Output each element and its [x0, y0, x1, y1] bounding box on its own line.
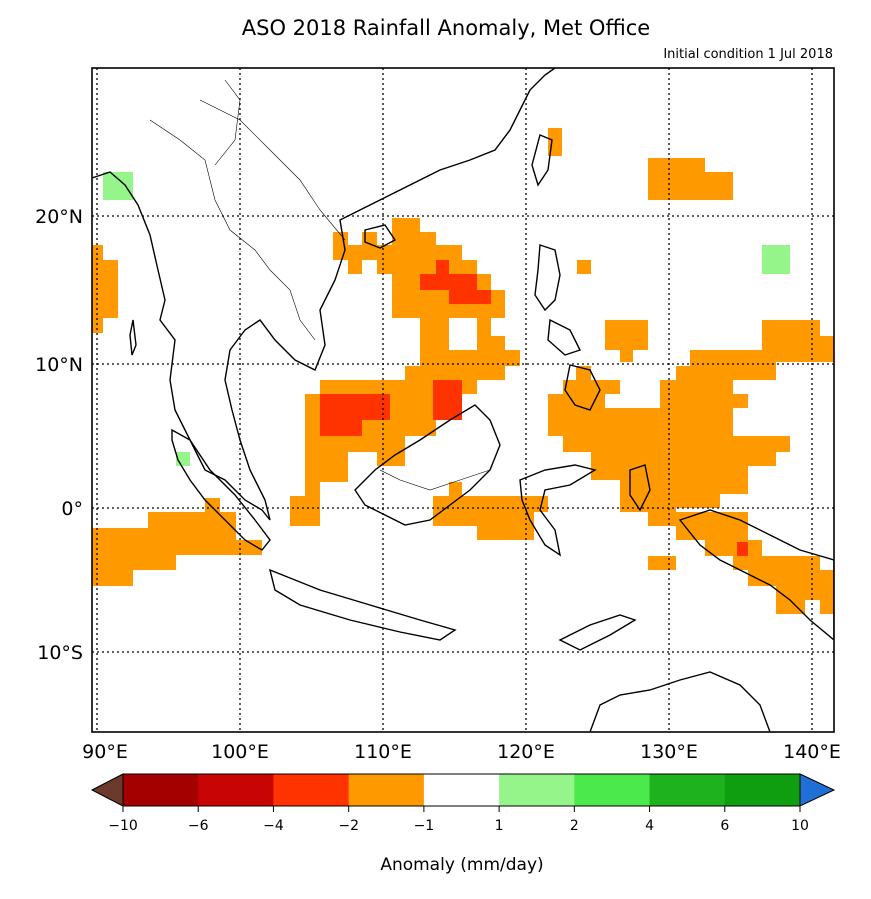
- country-borders: [149, 79, 491, 491]
- colorbar-bins: [123, 774, 801, 806]
- anomaly-region-orange: [548, 320, 834, 526]
- anomaly-region-orange: [92, 498, 262, 586]
- lon-tick-label: 120°E: [497, 741, 555, 763]
- colorbar-tick-label: 6: [720, 818, 729, 834]
- map-panel: [92, 68, 834, 732]
- coastlines: [92, 68, 834, 732]
- colorbar-bin: [724, 774, 801, 806]
- lat-tick-labels: 20°N 10°N 0° 10°S: [35, 206, 83, 664]
- coastline-timor: [558, 614, 637, 651]
- coastline-philippines-luzon: [534, 244, 561, 312]
- map-title: ASO 2018 Rainfall Anomaly, Met Office: [241, 16, 651, 40]
- lat-tick-label: 10°S: [37, 642, 83, 664]
- anomaly-region-lightgreen: [762, 245, 790, 274]
- map-subtitle: Initial condition 1 Jul 2018: [663, 47, 833, 62]
- lon-tick-label: 130°E: [640, 741, 698, 763]
- anomaly-region-orange: [92, 245, 118, 333]
- colorbar-tick-label: −10: [108, 818, 138, 834]
- border: [214, 79, 241, 166]
- colorbar-tick-label: 10: [791, 818, 809, 834]
- colorbar-tick-label: −2: [338, 818, 359, 834]
- lon-tick-label: 90°E: [82, 741, 128, 763]
- coastline-borneo: [354, 404, 501, 526]
- colorbar-bin: [574, 774, 651, 806]
- border: [379, 469, 491, 491]
- colorbar-under-extension: [90, 773, 124, 807]
- colorbar-bin: [273, 774, 350, 806]
- coastline-java: [268, 568, 457, 641]
- lat-tick-label: 0°: [61, 498, 83, 520]
- coastline-philippines-visayas: [547, 318, 581, 356]
- border: [199, 99, 346, 241]
- colorbar: −10 −6 −4 −2 −1 1 2 4 6 10: [90, 773, 836, 834]
- anomaly-region-red: [433, 380, 462, 420]
- anomaly-region-red: [320, 394, 390, 436]
- anomaly-region-orange: [333, 218, 505, 350]
- map-frame: [91, 67, 835, 733]
- colorbar-bin: [198, 774, 274, 806]
- anomaly-region-orange: [648, 556, 676, 570]
- anomaly-region-red: [737, 542, 748, 556]
- coastline-sumatra: [171, 428, 271, 551]
- colorbar-label: Anomaly (mm/day): [380, 855, 544, 875]
- lat-tick-label: 20°N: [35, 206, 83, 228]
- anomaly-region-red: [420, 260, 491, 304]
- coastline-australia-north: [589, 671, 771, 732]
- colorbar-tick-label: −6: [188, 818, 209, 834]
- lon-tick-labels: 90°E 100°E 110°E 120°E 130°E 140°E: [82, 741, 841, 763]
- coastline-philippines-mindanao: [564, 364, 601, 411]
- border: [149, 119, 316, 341]
- colorbar-tick-label: −1: [414, 818, 435, 834]
- coastline-new-guinea: [678, 509, 834, 641]
- anomaly-region-orange: [577, 260, 591, 274]
- coastline-mainland: [92, 68, 556, 521]
- anomaly-region-orange: [676, 512, 834, 614]
- coastline-andaman: [129, 319, 137, 356]
- lon-tick-label: 140°E: [783, 741, 841, 763]
- coastline-hainan: [364, 224, 397, 249]
- colorbar-bin: [348, 774, 425, 806]
- gridlines: [92, 68, 834, 732]
- colorbar-tick-label: 4: [645, 818, 654, 834]
- lon-tick-label: 100°E: [211, 741, 269, 763]
- colorbar-ticks: −10 −6 −4 −2 −1 1 2 4 6 10: [108, 806, 809, 834]
- anomaly-region-orange: [477, 496, 548, 540]
- coastline-halmahera: [629, 464, 651, 512]
- lat-tick-label: 10°N: [35, 354, 83, 376]
- anomaly-region-lightgreen: [103, 172, 133, 200]
- lon-tick-label: 110°E: [354, 741, 412, 763]
- colorbar-frame: [122, 773, 801, 807]
- colorbar-bin: [423, 774, 500, 806]
- colorbar-bin: [499, 774, 575, 806]
- colorbar-bin: [123, 774, 199, 806]
- anomaly-region-orange: [290, 336, 520, 526]
- coastline-taiwan: [531, 134, 553, 187]
- colorbar-tick-label: 2: [570, 818, 579, 834]
- colorbar-tick-label: 1: [495, 818, 504, 834]
- colorbar-tick-label: −4: [263, 818, 284, 834]
- anomaly-region-orange: [605, 320, 648, 362]
- anomaly-region-orange: [433, 482, 477, 526]
- coastline-sulawesi: [519, 464, 597, 557]
- colorbar-over-extension: [799, 773, 836, 807]
- colorbar-bin: [649, 774, 726, 806]
